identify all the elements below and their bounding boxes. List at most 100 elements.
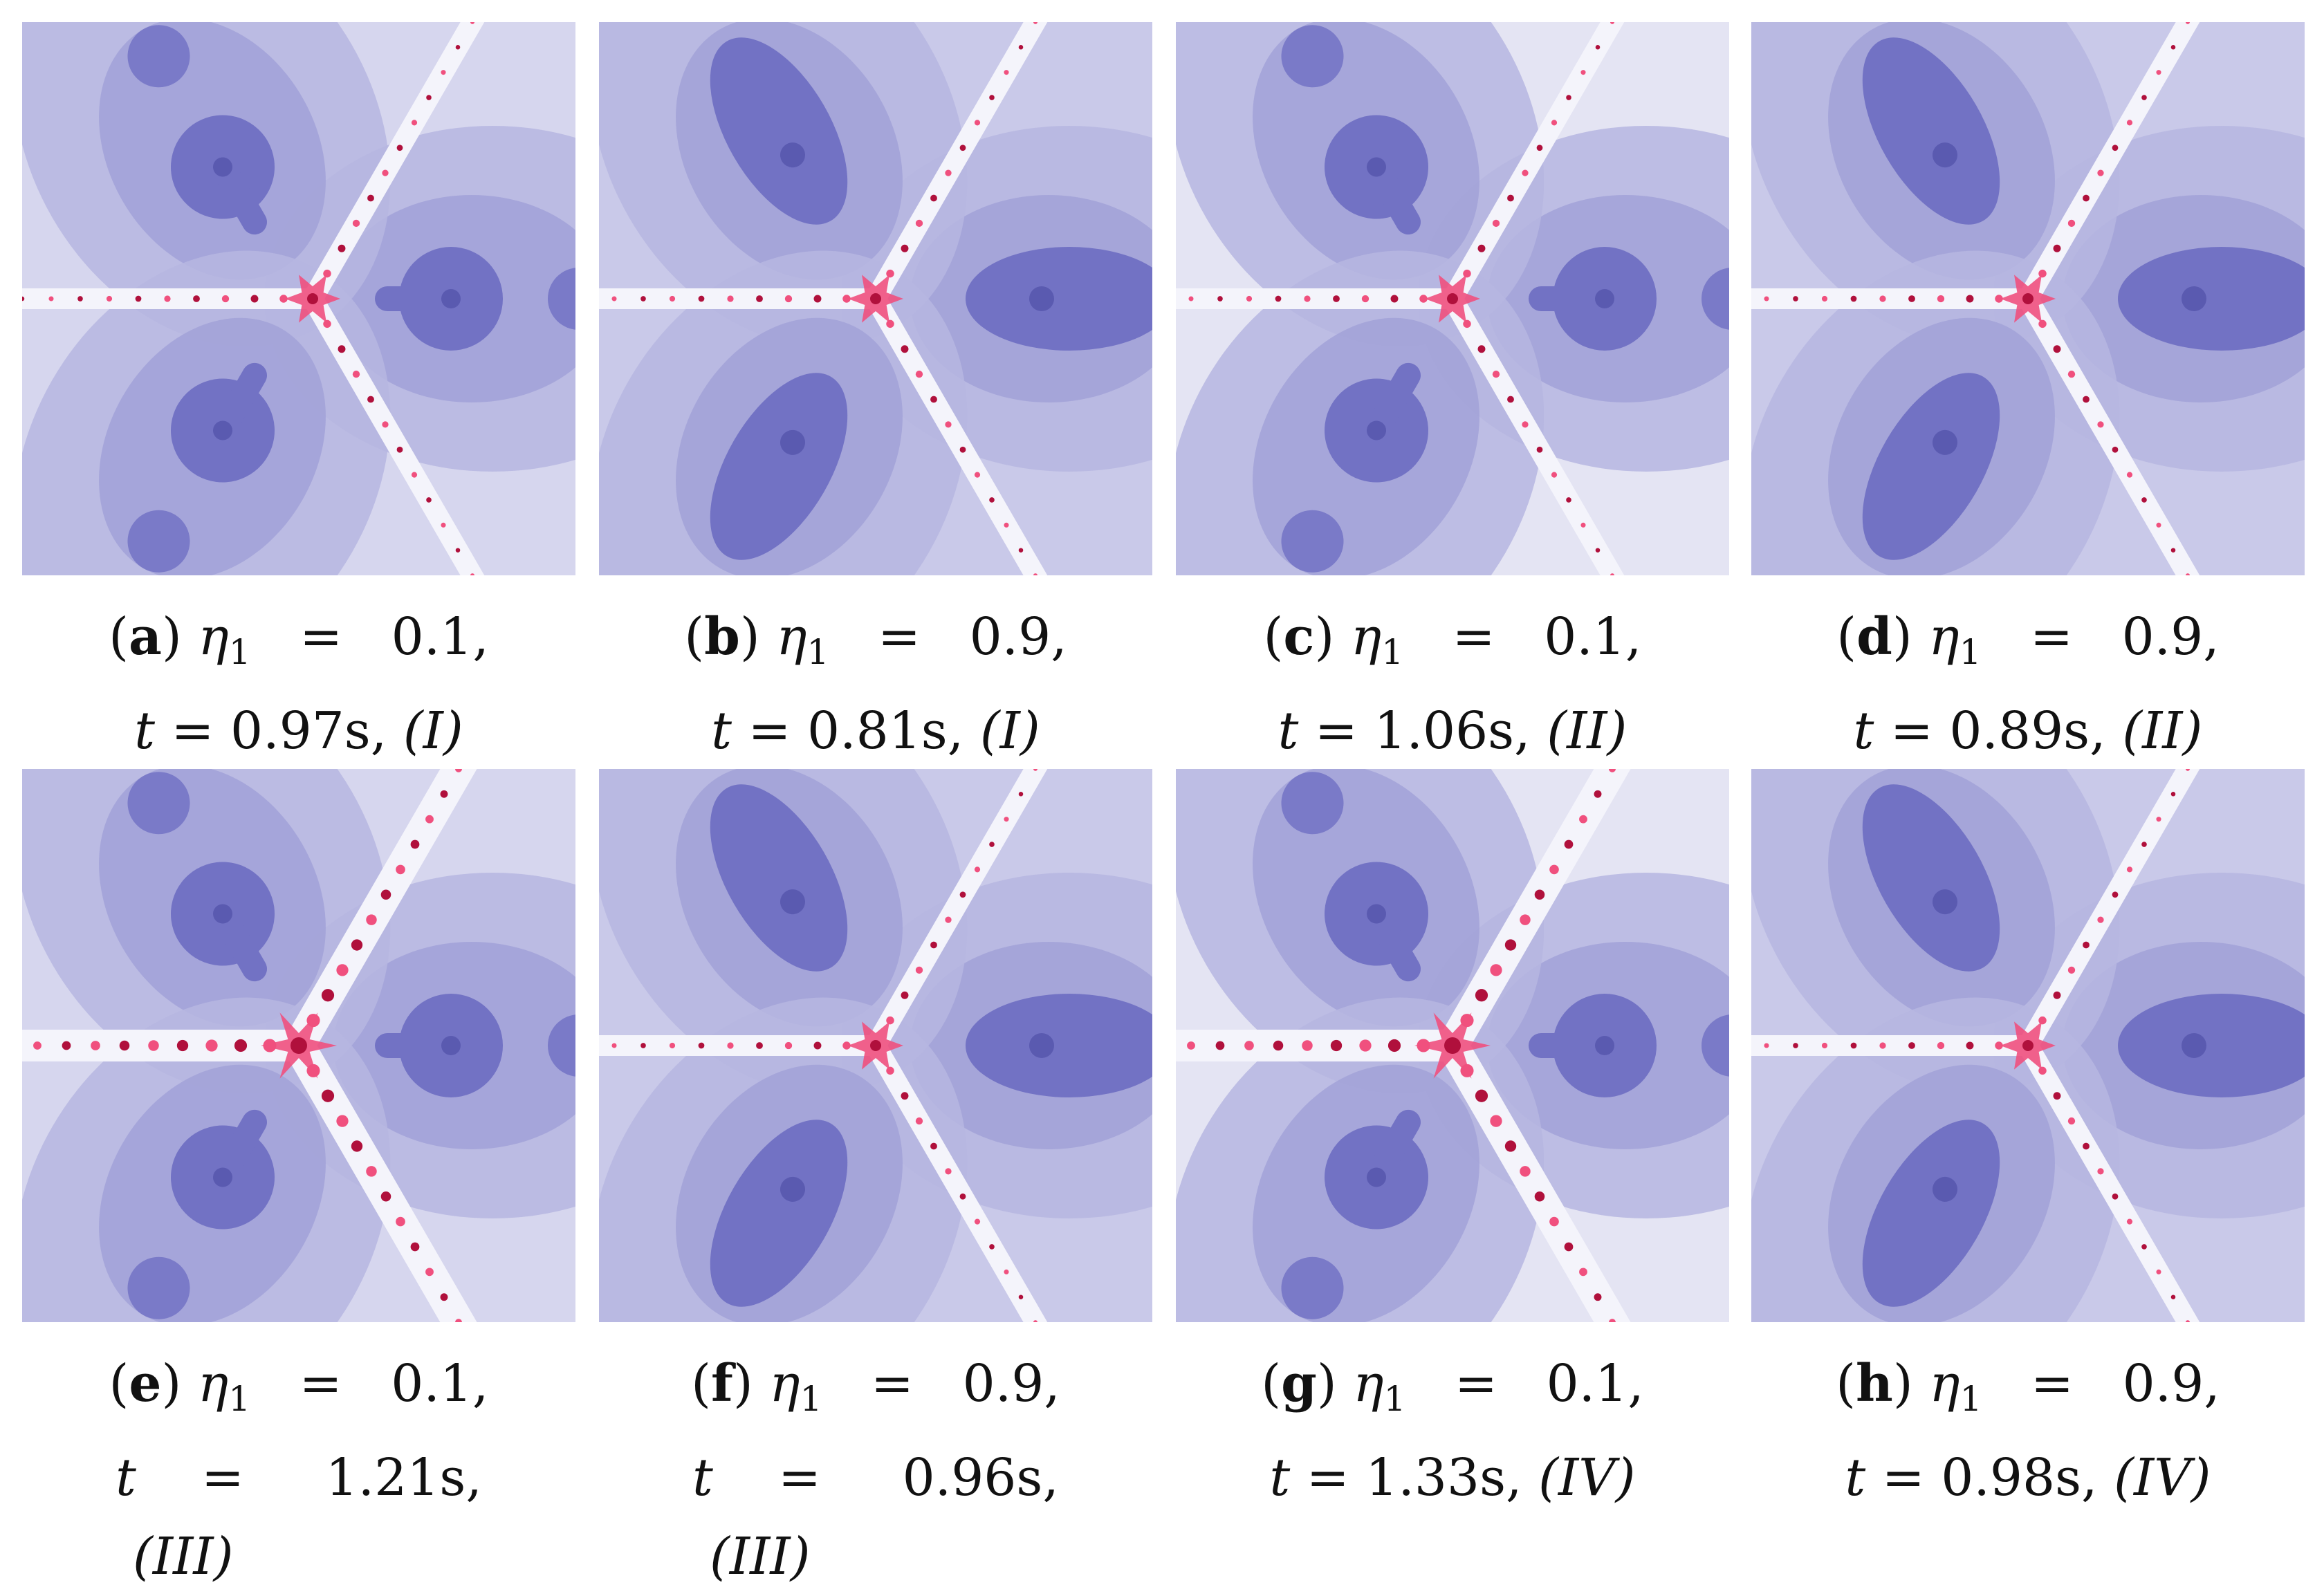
julia-blob	[1610, 573, 1614, 575]
julia-blob	[470, 22, 474, 24]
julia-blob	[915, 1117, 923, 1125]
julia-blob	[382, 421, 389, 428]
julia-blob	[33, 1041, 42, 1050]
julia-center	[1444, 1037, 1461, 1054]
julia-blob	[784, 295, 793, 303]
julia-blob	[813, 295, 822, 303]
julia-blob	[813, 1041, 822, 1050]
julia-blob	[1387, 1039, 1401, 1052]
caption-e: (e) η1 = 0.1, t = 1.21s, (III)	[109, 1354, 489, 1586]
basin-core	[1862, 37, 2000, 225]
julia-blob	[352, 219, 360, 228]
basin-image-a	[22, 22, 575, 575]
julia-blob	[1520, 914, 1531, 925]
caption-f: (f) η1 = 0.9, t = 0.96s, (III)	[691, 1354, 1060, 1586]
julia-blob	[367, 194, 374, 202]
julia-blob	[411, 120, 418, 126]
root-point	[780, 142, 805, 168]
julia-blob	[2126, 1218, 2133, 1225]
julia-blob	[1215, 1041, 1225, 1050]
julia-blob	[135, 295, 142, 302]
julia-blob	[2067, 219, 2076, 228]
julia-blob	[1594, 1293, 1602, 1301]
julia-blob	[974, 866, 981, 873]
julia-blob	[1419, 295, 1428, 303]
julia-blob	[396, 864, 405, 875]
julia-blob	[1549, 1216, 1559, 1227]
basin-lobe-3	[1751, 997, 2120, 1322]
julia-blob	[1330, 1039, 1343, 1052]
basin-core	[2118, 994, 2305, 1097]
julia-blob	[323, 319, 331, 328]
julia-blob	[1879, 295, 1886, 302]
julia-blob	[945, 421, 952, 428]
julia-blob	[1507, 396, 1514, 403]
basin-satellite	[548, 1014, 575, 1077]
basin-satellite	[1281, 1256, 1344, 1319]
julia-blob	[2038, 1016, 2047, 1025]
root-point	[1933, 142, 1957, 168]
basin-core	[1862, 784, 2000, 972]
julia-blob	[2156, 817, 2161, 822]
julia-blob	[1490, 1115, 1502, 1127]
julia-blob	[164, 295, 171, 302]
julia-blob	[380, 1191, 391, 1202]
julia-blob	[1549, 864, 1559, 875]
julia-blob	[1507, 194, 1514, 202]
julia-blob	[698, 1042, 705, 1049]
julia-blob	[1966, 1041, 1974, 1050]
basin-svg-c	[1176, 22, 1729, 575]
julia-blob	[22, 296, 25, 301]
basin-image-c	[1176, 22, 1729, 575]
caption-b: (b) η1 = 0.9, t = 0.81s, (I)	[684, 607, 1067, 761]
basin-tail	[216, 912, 267, 982]
julia-blob	[425, 815, 434, 824]
basin-satellite	[1702, 1014, 1729, 1077]
julia-blob	[91, 1041, 100, 1050]
julia-blob	[1477, 244, 1486, 252]
julia-blob	[336, 964, 349, 976]
julia-blob	[2170, 1295, 2176, 1300]
basin-core	[710, 1120, 848, 1307]
julia-blob	[2126, 120, 2133, 126]
julia-blob	[1359, 1039, 1372, 1052]
boundary-band-3	[2019, 1040, 2200, 1322]
julia-center	[1447, 293, 1458, 304]
boundary-band-2	[2019, 22, 2200, 304]
basin-lobe-3	[599, 250, 968, 575]
julia-blob	[221, 295, 230, 303]
basin-lobe-2	[22, 22, 391, 347]
basin-lobe-2	[22, 769, 391, 1094]
julia-blob	[1033, 22, 1038, 24]
julia-blob	[2053, 345, 2061, 353]
julia-blob	[2112, 446, 2119, 453]
julia-blob	[1033, 1320, 1038, 1322]
julia-blob	[1580, 70, 1586, 75]
basin-lobe-3	[1751, 250, 2120, 575]
julia-blob	[959, 1193, 966, 1200]
boundary-band-3	[1439, 1037, 1631, 1322]
julia-blob	[426, 497, 432, 503]
julia-blob	[119, 1040, 130, 1051]
basin-lobe-2	[1751, 22, 2120, 347]
julia-blob	[106, 295, 113, 302]
julia-blob	[2083, 194, 2090, 202]
julia-blob	[1004, 1269, 1009, 1274]
julia-blob	[2053, 244, 2061, 252]
basin-core	[966, 247, 1152, 351]
boundary-band-3	[2019, 293, 2200, 575]
caption-d: (d) η1 = 0.9, t = 0.89s, (II)	[1836, 607, 2220, 761]
julia-blob	[2038, 269, 2047, 278]
julia-blob	[1520, 1166, 1531, 1177]
julia-blob	[1217, 296, 1223, 301]
boundary-band-3	[304, 293, 485, 575]
julia-blob	[2186, 22, 2190, 24]
julia-blob	[410, 1242, 420, 1252]
julia-blob	[2067, 370, 2076, 378]
julia-blob	[1246, 295, 1253, 302]
basin-tail	[1529, 286, 1605, 311]
julia-blob	[1275, 295, 1282, 302]
basin-tail	[216, 362, 267, 432]
julia-blob	[367, 396, 374, 403]
julia-blob	[989, 1244, 995, 1250]
